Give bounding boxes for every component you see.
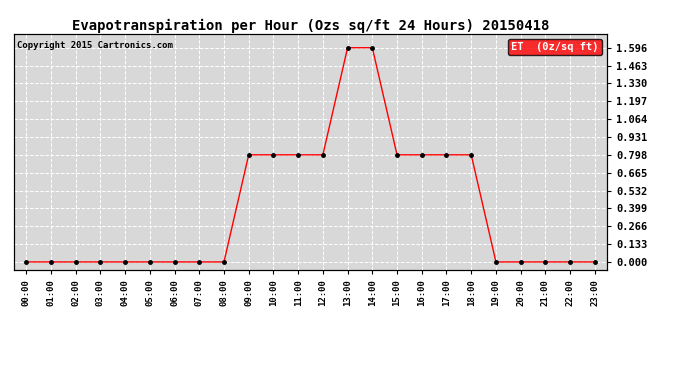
Legend: ET  (0z/sq ft): ET (0z/sq ft) xyxy=(509,39,602,55)
Text: Copyright 2015 Cartronics.com: Copyright 2015 Cartronics.com xyxy=(17,41,172,50)
Title: Evapotranspiration per Hour (Ozs sq/ft 24 Hours) 20150418: Evapotranspiration per Hour (Ozs sq/ft 2… xyxy=(72,18,549,33)
